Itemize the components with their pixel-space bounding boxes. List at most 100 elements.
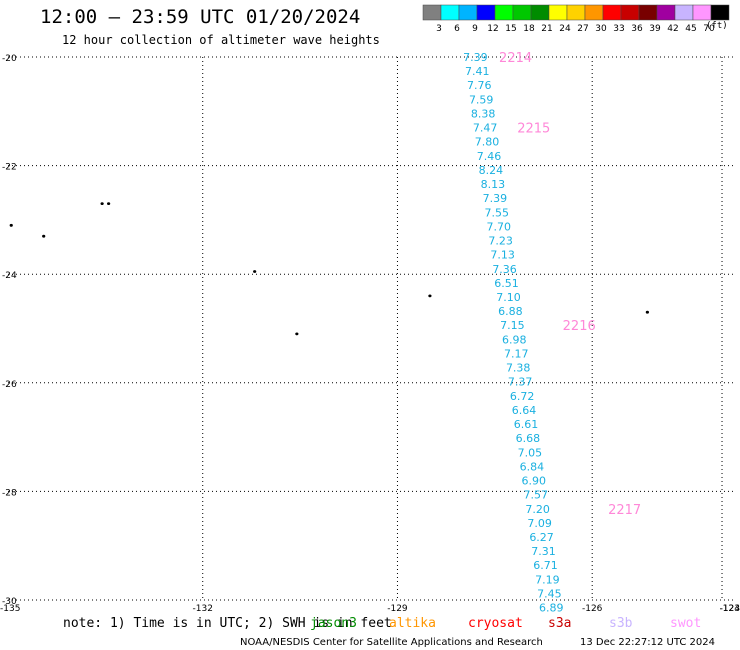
legend-label: 70 <box>703 24 715 34</box>
island-marker <box>428 294 432 298</box>
island-marker <box>295 332 299 336</box>
x-tick-label: -123 <box>720 604 740 614</box>
time-label: 2217 <box>608 503 641 518</box>
wave-height-point: 7.41 <box>465 65 490 78</box>
legend-swatch-70 <box>692 4 712 21</box>
x-tick-label: -129 <box>387 604 408 614</box>
satellite-legend-cryosat: cryosat <box>468 616 523 631</box>
legend-label: 42 <box>667 24 678 34</box>
satellite-legend-swot: swot <box>670 616 701 631</box>
wave-height-point: 7.17 <box>504 347 529 360</box>
wave-height-labels: 7.397.417.767.598.387.477.807.468.248.13… <box>463 51 563 615</box>
legend-label: 3 <box>436 24 442 34</box>
wave-height-point: 6.98 <box>502 333 527 346</box>
legend-swatch-45 <box>674 4 694 21</box>
legend-swatch-18 <box>512 4 532 21</box>
wave-height-point: 7.39 <box>483 192 508 205</box>
wave-height-point: 8.24 <box>479 164 504 177</box>
y-tick-label: -26 <box>2 380 17 390</box>
wave-height-point: 7.05 <box>518 446 543 459</box>
legend-swatch-24 <box>548 4 568 21</box>
y-tick-label: -20 <box>2 54 17 64</box>
legend-swatch-33 <box>602 4 622 21</box>
island-marker <box>107 202 111 206</box>
wave-height-point: 7.20 <box>525 503 550 516</box>
wave-height-point: 7.31 <box>531 545 556 558</box>
wave-height-point: 7.15 <box>500 319 525 332</box>
island-marker <box>9 223 13 227</box>
legend-swatch-max <box>710 4 730 21</box>
legend-label: 12 <box>487 24 498 34</box>
wave-height-point: 7.70 <box>486 220 511 233</box>
wave-height-point: 6.71 <box>533 559 558 572</box>
legend-swatch-27 <box>566 4 586 21</box>
legend-swatch-36 <box>620 4 640 21</box>
x-tick-label: -124 <box>720 604 740 614</box>
wave-height-point: 7.39 <box>463 51 488 64</box>
time-label: 2214 <box>499 51 532 66</box>
wave-height-point: 7.13 <box>490 249 515 262</box>
y-tick-label: -24 <box>2 271 17 281</box>
island-marker <box>253 270 257 273</box>
x-tick-label: -135 <box>0 604 20 614</box>
wave-height-point: 7.57 <box>523 489 548 502</box>
wave-height-point: 7.47 <box>473 122 498 135</box>
island-marker <box>645 310 649 314</box>
wave-height-point: 6.72 <box>510 390 535 403</box>
legend-label: 15 <box>505 24 516 34</box>
wave-height-point: 7.46 <box>477 150 502 163</box>
wave-height-point: 6.88 <box>498 305 523 318</box>
legend-swatch-15 <box>494 4 514 21</box>
footer-note: note: 1) Time is in UTC; 2) SWH is in fe… <box>63 616 392 631</box>
axis-tick-labels: -20 -22 -24 -26 -28 -30-135 -132 -129 -126 -123-1… <box>0 54 740 614</box>
legend-label: 6 <box>454 24 460 34</box>
legend-swatch-39 <box>638 4 658 21</box>
wave-height-point: 8.38 <box>471 107 496 120</box>
footer-credit: NOAA/NESDIS Center for Satellite Applica… <box>240 637 543 648</box>
wave-height-point: 6.27 <box>529 531 554 544</box>
legend-swatch-30 <box>584 4 604 21</box>
legend-label: 18 <box>523 24 535 34</box>
legend-label: 27 <box>577 24 588 34</box>
legend-label: 45 <box>685 24 696 34</box>
wave-height-point: 6.84 <box>520 460 545 473</box>
legend-label: 39 <box>649 24 661 34</box>
wave-height-point: 7.36 <box>492 263 517 276</box>
legend-label: 24 <box>559 24 571 34</box>
color-legend: 3 6 9 12 15 18 21 24 27 30 33 36 39 42 45 70 <box>422 4 730 34</box>
footer: note: 1) Time is in UTC; 2) SWH is in fe… <box>63 616 715 648</box>
legend-unit-label: (ft) <box>706 21 728 31</box>
satellite-legend-s3a: s3a <box>548 616 571 631</box>
time-label: 2216 <box>563 319 596 334</box>
wave-height-point: 7.55 <box>485 206 510 219</box>
grid-lines <box>8 56 735 601</box>
islands-layer <box>9 202 649 336</box>
wave-height-point: 7.76 <box>467 79 492 92</box>
satellite-legend-s3b: s3b <box>609 616 633 631</box>
wave-height-point: 6.61 <box>514 418 539 431</box>
wave-height-point: 7.59 <box>469 93 494 106</box>
wave-height-point: 7.80 <box>475 136 500 149</box>
legend-swatch-3 <box>422 4 442 21</box>
legend-swatch-21 <box>530 4 550 21</box>
wave-height-point: 7.09 <box>527 517 552 530</box>
y-tick-label: -28 <box>2 488 17 498</box>
legend-swatch-6 <box>440 4 460 21</box>
footer-timestamp: 13 Dec 22:27:12 UTC 2024 <box>580 637 715 648</box>
wave-height-point: 7.23 <box>488 235 513 248</box>
legend-swatch-42 <box>656 4 676 21</box>
wave-height-point: 6.90 <box>522 475 547 488</box>
x-tick-label: -126 <box>582 604 603 614</box>
legend-label: 21 <box>541 24 552 34</box>
y-tick-label: -30 <box>2 597 17 607</box>
chart-subtitle: 12 hour collection of altimeter wave hei… <box>62 33 380 47</box>
satellite-legend-jason3: jason3 <box>310 616 357 631</box>
satellite-legend-altika: altika <box>389 616 436 631</box>
legend-label: 9 <box>472 24 478 34</box>
time-label: 2215 <box>517 122 550 137</box>
wave-height-point: 7.38 <box>506 362 531 375</box>
wave-height-point: 6.68 <box>516 432 541 445</box>
wave-height-point: 6.64 <box>512 404 537 417</box>
legend-swatch-9 <box>458 4 478 21</box>
